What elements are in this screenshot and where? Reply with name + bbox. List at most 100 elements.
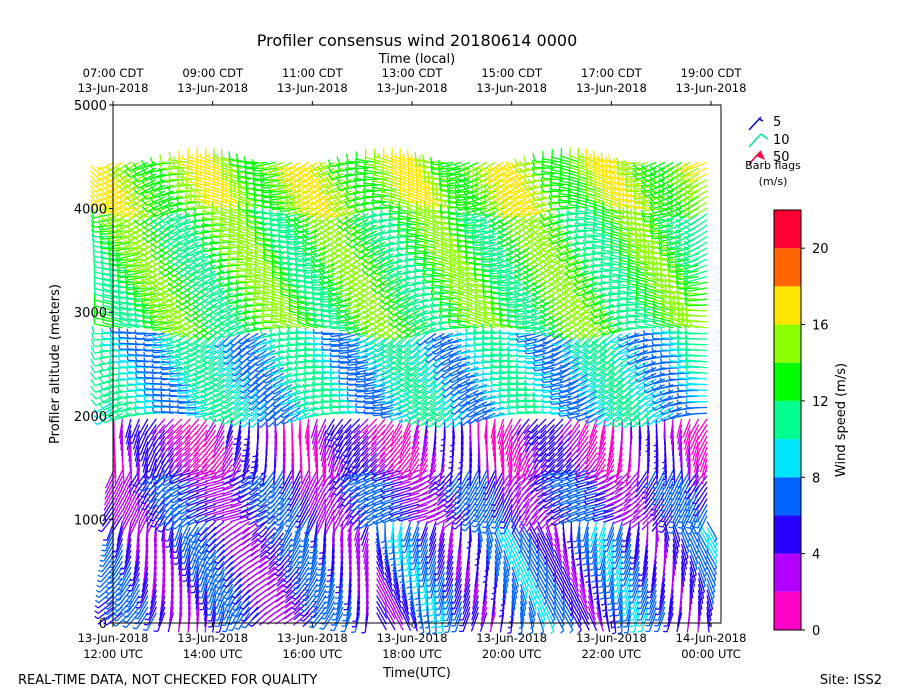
wind-barb <box>124 595 140 613</box>
wind-barb-staff <box>127 303 148 306</box>
wind-barb-staff <box>113 492 124 512</box>
wind-barb-staff <box>135 447 141 468</box>
wind-barb-half <box>122 223 126 228</box>
wind-barb-full <box>107 380 112 388</box>
wind-barb-half <box>105 591 110 595</box>
wind-barb-half <box>203 589 208 592</box>
wind-barb <box>106 572 123 590</box>
wind-barb <box>137 486 149 505</box>
wind-barb <box>134 391 157 397</box>
wind-barb-full <box>116 377 121 386</box>
wind-barb-half <box>104 188 109 193</box>
wind-barb-half <box>133 434 139 437</box>
wind-barb-full <box>132 284 138 293</box>
wind-barb <box>110 544 124 564</box>
wind-barb-staff <box>110 342 131 346</box>
wind-barb-staff <box>140 578 149 598</box>
wind-barb <box>124 173 149 184</box>
wind-barb-staff <box>122 555 132 575</box>
wind-barb <box>117 368 140 374</box>
wind-barb <box>133 600 149 620</box>
wind-barbs <box>90 147 718 635</box>
wind-barb-staff <box>131 424 141 444</box>
wind-barb-half <box>105 177 109 182</box>
wind-barb-full <box>98 213 105 221</box>
wind-barb-full <box>91 228 95 237</box>
wind-barb-half <box>185 392 189 397</box>
wind-barb-half <box>172 314 177 319</box>
wind-barb <box>133 307 157 317</box>
wind-barb-full <box>124 408 129 417</box>
wind-barb-half <box>112 618 118 622</box>
wind-barb-staff <box>103 486 115 506</box>
wind-barb-full <box>124 239 131 247</box>
wind-barb-full <box>132 279 138 288</box>
wind-barb-full <box>107 407 113 415</box>
wind-barb-staff <box>103 543 115 562</box>
wind-barb-full <box>90 345 95 354</box>
wind-barb-half <box>118 333 121 338</box>
wind-barb <box>109 345 131 352</box>
wind-barb-full <box>109 272 112 281</box>
wind-barb <box>132 430 141 450</box>
wind-barb-half <box>160 396 163 401</box>
wind-barb <box>113 492 124 512</box>
wind-barb-staff <box>127 595 140 613</box>
wind-barb <box>137 458 141 479</box>
wind-barb <box>90 161 115 173</box>
wind-barb <box>116 526 124 547</box>
wind-barb-full <box>115 183 123 191</box>
wind-barb <box>138 509 149 529</box>
wind-barb <box>266 589 284 602</box>
wind-barb-staff <box>128 441 132 462</box>
wind-barb-staff <box>102 337 123 340</box>
wind-barb-half <box>140 501 146 505</box>
wind-barb <box>113 595 132 612</box>
wind-barb-full <box>98 231 104 240</box>
wind-barb-full <box>98 206 104 214</box>
wind-barb <box>114 589 132 607</box>
wind-barb-full <box>91 325 95 334</box>
wind-barb-staff <box>119 286 140 289</box>
wind-barb-staff <box>129 447 132 468</box>
wind-barb-half <box>164 302 168 307</box>
wind-barb-half <box>138 267 143 272</box>
wind-barb-half <box>122 184 127 189</box>
wind-barb-half <box>265 424 270 428</box>
wind-barb <box>115 583 132 602</box>
wind-barb-half <box>151 407 155 412</box>
wind-barb-full <box>108 257 112 266</box>
wind-barb-half <box>126 350 129 355</box>
wind-barb-half <box>104 208 108 213</box>
wind-barb-full <box>115 205 123 213</box>
wind-barb-half <box>193 566 199 569</box>
wind-barb-staff <box>113 481 124 500</box>
wind-barb <box>109 351 131 357</box>
wind-barb-staff <box>145 498 157 517</box>
wind-barb-staff <box>136 453 141 474</box>
wind-barb <box>275 606 293 619</box>
wind-barb-staff <box>111 321 132 329</box>
wind-barb <box>116 578 132 596</box>
wind-barb-full <box>107 386 112 395</box>
wind-barb-half <box>159 370 163 375</box>
wind-barb-full <box>116 274 121 283</box>
wind-barb-staff <box>102 247 123 250</box>
wind-barb-half <box>217 592 222 596</box>
wind-barb-staff <box>144 418 157 436</box>
wind-barb-full <box>107 393 113 402</box>
wind-barb-staff <box>241 532 259 546</box>
wind-barb-half <box>155 504 160 508</box>
wind-barb <box>235 153 259 164</box>
wind-barb-half <box>107 576 113 579</box>
wind-barb-half <box>132 484 137 487</box>
wind-barb <box>266 583 284 597</box>
wind-barb-half <box>113 217 117 221</box>
wind-barb <box>128 441 132 462</box>
wind-barb <box>124 544 132 564</box>
wind-barb-staff <box>125 424 132 445</box>
wind-barb-full <box>132 275 138 283</box>
wind-barb-half <box>118 339 121 344</box>
wind-barb-staff <box>134 544 141 564</box>
wind-barb-half <box>151 374 154 379</box>
